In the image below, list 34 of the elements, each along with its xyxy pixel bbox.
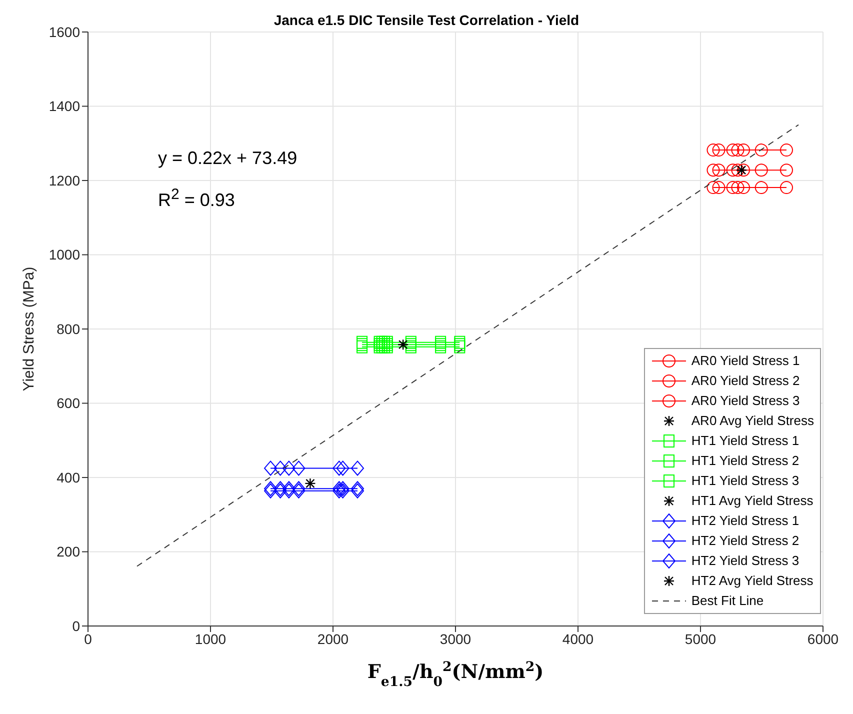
y-tick-label: 1400 [48, 98, 80, 114]
annotation: y = 0.22x + 73.49 [158, 148, 298, 169]
y-axis-title: Yield Stress (MPa) [20, 266, 38, 392]
legend-label: HT1 Avg Yield Stress [691, 492, 814, 510]
legend-label: HT2 Avg Yield Stress [691, 572, 814, 590]
legend-label: HT2 Yield Stress 1 [691, 512, 800, 530]
x-tick-label: 4000 [562, 630, 594, 647]
y-tick-label: 800 [56, 320, 80, 337]
legend-label: HT1 Yield Stress 1 [691, 432, 800, 450]
legend-label: AR0 Yield Stress 1 [691, 352, 800, 370]
legend-label: AR0 Yield Stress 2 [691, 372, 800, 390]
legend-label: HT1 Yield Stress 3 [691, 472, 800, 490]
legend-label: HT2 Yield Stress 2 [691, 532, 800, 550]
x-tick-label: 2000 [317, 630, 349, 647]
y-tick-label: 1600 [48, 24, 80, 40]
legend-label: HT1 Yield Stress 2 [691, 452, 800, 470]
y-tick-label: 1200 [48, 172, 80, 188]
legend-label: HT2 Yield Stress 3 [691, 552, 800, 570]
y-tick-label: 200 [56, 544, 80, 560]
annotation: R$^{2}$ = 0.93 [158, 186, 235, 211]
legend-label: AR0 Yield Stress 3 [691, 392, 800, 410]
y-tick-label: 600 [56, 395, 80, 412]
y-tick-label: 0 [72, 618, 80, 634]
legend-label: Best Fit Line [691, 592, 764, 610]
y-tick-label: 400 [56, 469, 80, 486]
x-tick-label: 6000 [807, 630, 839, 647]
x-tick-label: 1000 [194, 630, 226, 647]
x-tick-label: 3000 [440, 630, 472, 647]
legend-label: AR0 Avg Yield Stress [691, 412, 814, 430]
y-tick-label: 1000 [48, 246, 80, 263]
x-tick-label: 5000 [684, 630, 716, 647]
x-axis-title: F$_{e1.5}$/h$_{0}$$^{2}$(N/mm$^{2}$) [367, 660, 544, 690]
x-tick-label: 0 [84, 630, 92, 647]
chart-title: Janca e1.5 DIC Tensile Test Correlation - Yield [274, 12, 580, 28]
